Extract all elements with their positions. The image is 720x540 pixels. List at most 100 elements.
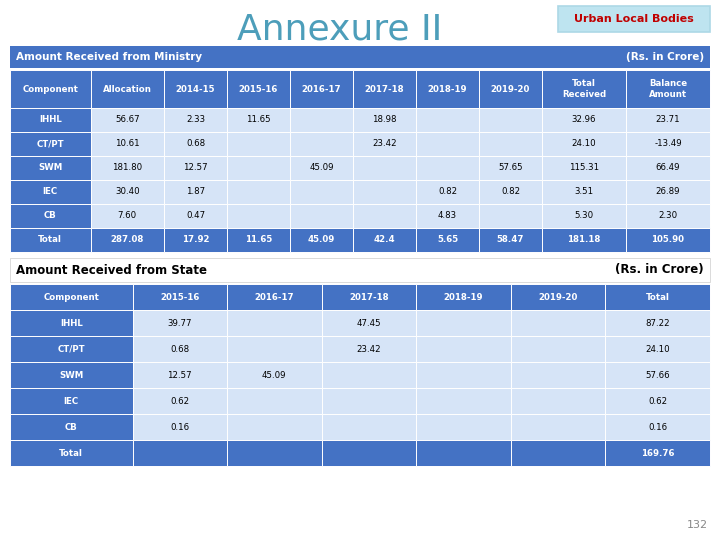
Bar — [227, 414, 322, 440]
Text: 17.92: 17.92 — [181, 235, 210, 245]
Bar — [227, 362, 322, 388]
Bar — [542, 132, 626, 156]
Bar — [227, 440, 322, 466]
Text: 87.22: 87.22 — [645, 319, 670, 327]
Text: CB: CB — [65, 422, 78, 431]
Text: 132: 132 — [687, 520, 708, 530]
Bar — [479, 204, 542, 228]
Bar — [10, 132, 91, 156]
Text: -13.49: -13.49 — [654, 139, 682, 148]
Bar — [416, 362, 510, 388]
Bar — [416, 414, 510, 440]
Bar — [10, 284, 132, 310]
Text: 24.10: 24.10 — [645, 345, 670, 354]
Bar — [164, 228, 227, 252]
Bar — [10, 336, 132, 362]
Text: 169.76: 169.76 — [641, 449, 674, 457]
Bar — [353, 108, 416, 132]
Text: 4.83: 4.83 — [438, 212, 457, 220]
Text: 12.57: 12.57 — [168, 370, 192, 380]
Bar — [227, 70, 290, 108]
Bar — [479, 70, 542, 108]
Text: SWM: SWM — [38, 164, 63, 172]
Bar — [626, 132, 710, 156]
Text: 23.71: 23.71 — [656, 116, 680, 125]
Text: 0.68: 0.68 — [170, 345, 189, 354]
Text: 39.77: 39.77 — [168, 319, 192, 327]
Bar — [227, 228, 290, 252]
Bar — [416, 156, 479, 180]
Bar — [10, 440, 132, 466]
Bar — [10, 108, 91, 132]
Text: 45.09: 45.09 — [310, 164, 334, 172]
Bar — [626, 180, 710, 204]
Text: CB: CB — [44, 212, 57, 220]
Bar — [10, 310, 132, 336]
Bar — [322, 414, 416, 440]
Bar — [542, 70, 626, 108]
Bar — [416, 440, 510, 466]
Text: 287.08: 287.08 — [111, 235, 144, 245]
Bar — [542, 108, 626, 132]
Bar — [91, 204, 164, 228]
Bar — [91, 132, 164, 156]
Bar — [479, 132, 542, 156]
Bar — [605, 388, 710, 414]
Bar — [132, 362, 227, 388]
Bar — [164, 180, 227, 204]
Bar — [605, 336, 710, 362]
Bar — [510, 362, 605, 388]
Text: 56.67: 56.67 — [115, 116, 140, 125]
Text: Total
Received: Total Received — [562, 79, 606, 99]
Text: 2.30: 2.30 — [658, 212, 678, 220]
Text: 0.16: 0.16 — [170, 422, 189, 431]
Bar — [353, 156, 416, 180]
Text: 115.31: 115.31 — [569, 164, 599, 172]
Bar — [227, 132, 290, 156]
Bar — [416, 180, 479, 204]
Bar — [353, 228, 416, 252]
Bar — [10, 204, 91, 228]
Text: 23.42: 23.42 — [372, 139, 397, 148]
Text: 2016-17: 2016-17 — [302, 84, 341, 93]
Text: CT/PT: CT/PT — [37, 139, 64, 148]
Bar — [353, 204, 416, 228]
Bar — [626, 228, 710, 252]
Bar — [227, 310, 322, 336]
Bar — [290, 108, 353, 132]
Text: 5.30: 5.30 — [575, 212, 593, 220]
Text: 2018-19: 2018-19 — [428, 84, 467, 93]
Bar — [227, 108, 290, 132]
Text: 105.90: 105.90 — [652, 235, 685, 245]
Text: 24.10: 24.10 — [572, 139, 596, 148]
Bar — [605, 440, 710, 466]
Bar — [10, 46, 710, 68]
Text: 0.68: 0.68 — [186, 139, 205, 148]
Text: 11.65: 11.65 — [246, 116, 271, 125]
Bar — [227, 284, 322, 310]
Text: IHHL: IHHL — [60, 319, 83, 327]
Bar — [416, 310, 510, 336]
Text: 0.82: 0.82 — [501, 187, 520, 197]
Bar — [605, 414, 710, 440]
Text: SWM: SWM — [59, 370, 84, 380]
Bar — [290, 156, 353, 180]
Bar — [227, 336, 322, 362]
Bar — [322, 284, 416, 310]
Bar — [626, 204, 710, 228]
Bar — [542, 156, 626, 180]
Bar — [322, 440, 416, 466]
Bar — [132, 414, 227, 440]
Bar — [132, 388, 227, 414]
Bar — [290, 228, 353, 252]
Text: Amount Received from State: Amount Received from State — [16, 264, 207, 276]
Bar — [290, 180, 353, 204]
Bar — [479, 108, 542, 132]
Bar — [605, 284, 710, 310]
Text: 10.61: 10.61 — [115, 139, 140, 148]
Bar — [132, 284, 227, 310]
Bar — [10, 180, 91, 204]
Text: Total: Total — [38, 235, 62, 245]
Bar — [10, 414, 132, 440]
Text: 0.16: 0.16 — [648, 422, 667, 431]
